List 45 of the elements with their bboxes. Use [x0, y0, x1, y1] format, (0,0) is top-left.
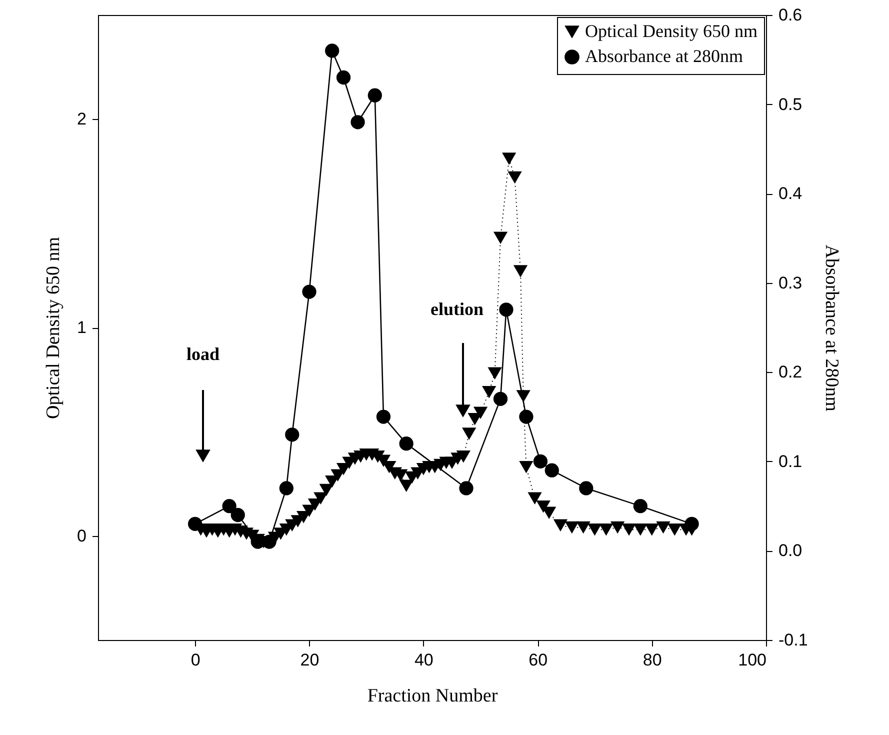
point	[230, 508, 245, 522]
point	[499, 302, 514, 317]
annotation: elution	[430, 299, 484, 319]
point	[399, 436, 414, 451]
annotation: load	[186, 344, 220, 364]
y2-tick-label: 0.6	[778, 6, 802, 24]
y2-tick-label: 0.4	[778, 184, 802, 204]
legend-label: Optical Density 650 nm	[585, 21, 758, 41]
point	[325, 44, 340, 58]
x-tick-label: 20	[300, 650, 320, 670]
point	[579, 481, 594, 496]
y2-tick-label: 0.2	[778, 362, 802, 382]
y2-axis-title: Absorbance at 280nm	[820, 244, 842, 412]
point	[302, 284, 316, 299]
point	[188, 516, 202, 531]
point	[336, 70, 351, 85]
legend-label: Absorbance at 280nm	[585, 46, 743, 66]
point	[493, 392, 508, 406]
y2-tick-label: 0.3	[778, 273, 802, 292]
point	[368, 88, 382, 102]
y-tick-label: 2	[77, 110, 86, 129]
point	[633, 499, 648, 514]
x-tick-label: 100	[738, 650, 766, 670]
point	[279, 481, 294, 496]
y2-tick-label: 0.0	[778, 541, 802, 560]
point	[222, 499, 236, 514]
y-axis-title: Optical Density 650 nm	[43, 236, 64, 420]
point	[533, 454, 548, 468]
point	[519, 410, 534, 424]
point	[544, 463, 559, 478]
y2-tick-label: 0.5	[778, 94, 802, 114]
y2-tick-label: 0.1	[778, 452, 802, 471]
x-tick-label: 40	[414, 650, 434, 670]
y-tick-label: 0	[77, 526, 86, 546]
point	[376, 410, 391, 424]
point	[285, 428, 300, 442]
y-tick-label: 1	[77, 318, 86, 337]
y2-tick-label: -0.1	[778, 630, 808, 650]
x-tick-label: 80	[642, 650, 662, 670]
point	[459, 481, 474, 496]
x-tick-label: 0	[190, 650, 200, 670]
point	[350, 115, 365, 130]
point	[684, 516, 699, 531]
x-axis-title: Fraction Number	[367, 686, 498, 706]
x-tick-label: 60	[528, 650, 548, 670]
